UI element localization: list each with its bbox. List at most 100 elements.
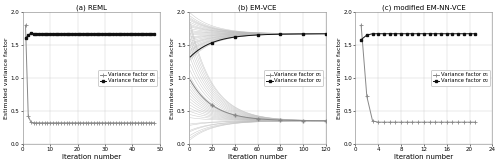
Variance factor σ₂ bbox=[130, 33, 136, 35]
Y-axis label: Estimated variance factor: Estimated variance factor bbox=[4, 37, 9, 119]
Variance factor σ₁ bbox=[302, 120, 308, 122]
Variance factor σ₂ bbox=[135, 33, 141, 35]
Variance factor σ₁ bbox=[270, 119, 276, 121]
Variance factor σ₁ bbox=[28, 121, 34, 123]
Variance factor σ₁ bbox=[461, 121, 467, 123]
Variance factor σ₂ bbox=[398, 33, 404, 35]
Variance factor σ₁ bbox=[91, 122, 97, 124]
Variance factor σ₂ bbox=[415, 33, 421, 35]
Variance factor σ₁ bbox=[432, 121, 438, 123]
Variance factor σ₂ bbox=[450, 33, 456, 35]
Variance factor σ₁ bbox=[323, 120, 329, 122]
Variance factor σ₁ bbox=[80, 122, 86, 124]
Variance factor σ₂ bbox=[108, 33, 114, 35]
Variance factor σ₂ bbox=[138, 33, 143, 35]
Variance factor σ₁ bbox=[386, 121, 392, 123]
Variance factor σ₁ bbox=[364, 95, 370, 97]
Line: Variance factor σ₂: Variance factor σ₂ bbox=[360, 32, 476, 41]
Variance factor σ₁ bbox=[450, 121, 456, 123]
Variance factor σ₁ bbox=[146, 122, 152, 124]
Variance factor σ₁ bbox=[381, 121, 387, 123]
Variance factor σ₂ bbox=[74, 33, 80, 35]
Variance factor σ₂ bbox=[36, 33, 42, 35]
Legend: Variance factor σ₁, Variance factor σ₂: Variance factor σ₁, Variance factor σ₂ bbox=[430, 70, 490, 86]
Variance factor σ₂ bbox=[121, 33, 127, 35]
Variance factor σ₂ bbox=[375, 33, 381, 35]
Variance factor σ₁ bbox=[138, 122, 143, 124]
Variance factor σ₁ bbox=[466, 121, 472, 123]
Variance factor σ₁ bbox=[472, 121, 478, 123]
Variance factor σ₁ bbox=[404, 121, 410, 123]
Variance factor σ₁ bbox=[36, 122, 42, 124]
Variance factor σ₂ bbox=[86, 33, 91, 35]
Variance factor σ₁ bbox=[444, 121, 450, 123]
Variance factor σ₂ bbox=[148, 33, 154, 35]
Variance factor σ₂ bbox=[364, 34, 370, 36]
Variance factor σ₁ bbox=[140, 122, 146, 124]
Variance factor σ₂ bbox=[410, 33, 416, 35]
Variance factor σ₁ bbox=[44, 122, 51, 124]
Variance factor σ₁ bbox=[47, 122, 53, 124]
Variance factor σ₁ bbox=[74, 122, 80, 124]
Variance factor σ₁ bbox=[72, 122, 78, 124]
Variance factor σ₁ bbox=[42, 122, 48, 124]
Variance factor σ₂ bbox=[438, 33, 444, 35]
Title: (c) modified EM-NN-VCE: (c) modified EM-NN-VCE bbox=[382, 4, 466, 11]
Variance factor σ₁ bbox=[108, 122, 114, 124]
Variance factor σ₂ bbox=[188, 56, 194, 58]
Variance factor σ₁ bbox=[126, 122, 132, 124]
Variance factor σ₁ bbox=[56, 122, 62, 124]
Variance factor σ₁ bbox=[268, 119, 274, 121]
Variance factor σ₂ bbox=[126, 33, 132, 35]
Variance factor σ₂ bbox=[80, 33, 86, 35]
Variance factor σ₁ bbox=[34, 122, 40, 124]
Line: Variance factor σ₂: Variance factor σ₂ bbox=[190, 34, 326, 57]
Variance factor σ₂ bbox=[151, 33, 157, 35]
Variance factor σ₂ bbox=[47, 33, 53, 35]
Variance factor σ₁ bbox=[96, 122, 102, 124]
Variance factor σ₂ bbox=[146, 33, 152, 35]
X-axis label: Iteration number: Iteration number bbox=[394, 154, 454, 160]
Variance factor σ₁ bbox=[61, 122, 67, 124]
Variance factor σ₁ bbox=[116, 122, 121, 124]
Variance factor σ₂ bbox=[444, 33, 450, 35]
Variance factor σ₂ bbox=[110, 33, 116, 35]
Variance factor σ₂ bbox=[52, 33, 59, 35]
Variance factor σ₂ bbox=[96, 33, 102, 35]
Variance factor σ₁ bbox=[187, 79, 193, 81]
Variance factor σ₁ bbox=[310, 120, 316, 122]
Variance factor σ₁ bbox=[438, 121, 444, 123]
Variance factor σ₁ bbox=[83, 122, 89, 124]
Variance factor σ₁ bbox=[102, 122, 108, 124]
Variance factor σ₂ bbox=[268, 33, 274, 35]
Variance factor σ₁ bbox=[88, 122, 94, 124]
Variance factor σ₁ bbox=[64, 122, 70, 124]
Title: (b) EM-VCE: (b) EM-VCE bbox=[238, 4, 277, 11]
Variance factor σ₁ bbox=[132, 122, 138, 124]
Variance factor σ₁ bbox=[52, 122, 59, 124]
Variance factor σ₂ bbox=[69, 33, 75, 35]
Variance factor σ₂ bbox=[461, 33, 467, 35]
Variance factor σ₂ bbox=[78, 33, 84, 35]
Variance factor σ₂ bbox=[116, 33, 121, 35]
Variance factor σ₂ bbox=[91, 33, 97, 35]
Variance factor σ₂ bbox=[358, 39, 364, 41]
Variance factor σ₁ bbox=[104, 122, 110, 124]
Variance factor σ₂ bbox=[124, 33, 130, 35]
Y-axis label: Estimated variance factor: Estimated variance factor bbox=[170, 37, 175, 119]
Variance factor σ₁ bbox=[78, 122, 84, 124]
Variance factor σ₂ bbox=[404, 33, 410, 35]
Variance factor σ₂ bbox=[386, 33, 392, 35]
Variance factor σ₂ bbox=[72, 33, 78, 35]
Legend: Variance factor σ₁, Variance factor σ₂: Variance factor σ₁, Variance factor σ₂ bbox=[264, 70, 324, 86]
Variance factor σ₁ bbox=[392, 121, 398, 123]
Variance factor σ₂ bbox=[381, 33, 387, 35]
Variance factor σ₂ bbox=[39, 33, 45, 35]
Variance factor σ₁ bbox=[143, 122, 149, 124]
Variance factor σ₂ bbox=[44, 33, 51, 35]
Variance factor σ₂ bbox=[104, 33, 110, 35]
Variance factor σ₂ bbox=[30, 33, 36, 35]
Variance factor σ₁ bbox=[148, 122, 154, 124]
Variance factor σ₂ bbox=[94, 33, 100, 35]
Variance factor σ₂ bbox=[88, 33, 94, 35]
